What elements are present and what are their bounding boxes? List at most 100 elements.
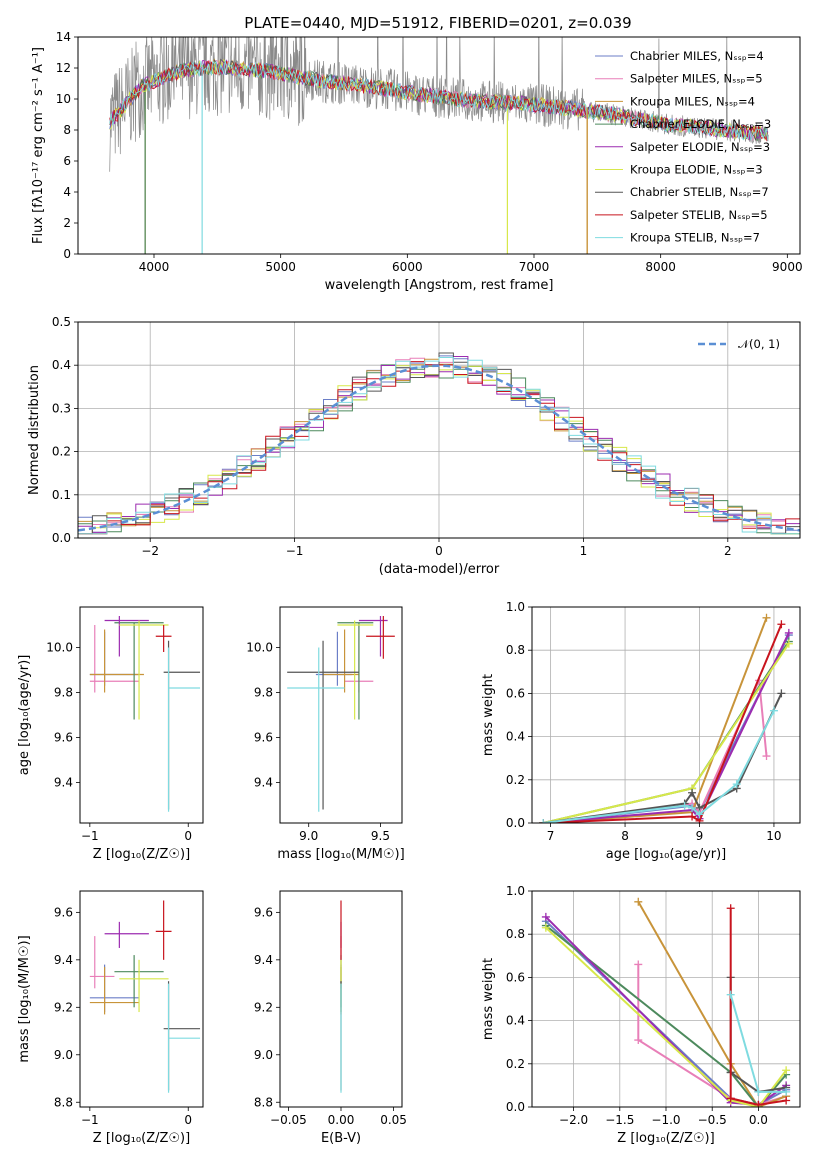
weight-line-8 — [543, 710, 775, 823]
point-1 — [89, 625, 140, 693]
y-tick-label: 9.6 — [54, 731, 73, 745]
spectrum-plot-area — [109, 37, 769, 254]
y-tick-label: 0.8 — [506, 927, 525, 941]
x-tick-label: 6000 — [392, 260, 423, 274]
x-tick-label: 9.5 — [371, 829, 390, 843]
mass-vs-EBV-axes: −0.05 0.00 0.05 8.8 9.0 9.2 9.4 9.6 E(B-V) — [254, 890, 407, 1146]
weight-marker — [782, 1096, 791, 1105]
x-axis-label: (data-model)/error — [379, 562, 500, 577]
x-tick-label: 9 — [696, 829, 704, 843]
legend-label-4: Salpeter ELODIE, Nₛₛₚ=3 — [630, 140, 770, 154]
x-tick-label: 9.0 — [299, 829, 318, 843]
weight-marker — [777, 689, 786, 698]
y-tick-label: 0.6 — [506, 970, 525, 984]
x-axis-label: E(B-V) — [321, 1131, 361, 1146]
x-tick-label: −2 — [141, 544, 159, 558]
y-tick-label: 1.0 — [506, 884, 525, 898]
y-tick-label: 6 — [63, 154, 71, 168]
weight-vs-age-frame — [531, 606, 801, 824]
y-axis-label: mass weight — [481, 674, 496, 756]
legend-label-7: Salpeter STELIB, Nₛₛₚ=5 — [630, 208, 768, 222]
x-tick-label: 0 — [435, 544, 443, 558]
y-axis-label: Flux [fλ10⁻¹⁷ erg cm⁻² s⁻¹ A⁻¹] — [31, 47, 46, 244]
point-6 — [287, 640, 359, 810]
x-tick-label: −1.0 — [651, 1113, 680, 1127]
weight-line-6 — [543, 692, 783, 823]
weight-vs-Z-axes: −2.0 −1.5 −1.0 −0.5 0.0 0.0 0.2 0.4 0.6 0.8 1.0 Z [… — [481, 884, 801, 1146]
weight-marker — [769, 706, 778, 715]
point-3 — [337, 622, 374, 720]
weight-marker — [782, 1087, 791, 1096]
weight-vs-Z-plot-area — [541, 897, 791, 1107]
weight-marker — [777, 620, 786, 629]
weight-line-1 — [543, 676, 768, 823]
point-4 — [104, 921, 149, 948]
x-axis-label: Z [log₁₀(Z/Z☉)] — [617, 1131, 714, 1146]
x-tick-label: 1 — [580, 544, 588, 558]
legend-label-2: Kroupa MILES, Nₛₛₚ=4 — [630, 94, 755, 108]
y-axis-label: mass weight — [481, 958, 496, 1040]
point-8 — [287, 647, 345, 812]
x-tick-label: 0 — [184, 1113, 192, 1127]
point-0 — [315, 631, 352, 686]
y-tick-label: 0.4 — [52, 358, 71, 372]
y-tick-label: 9.6 — [254, 731, 273, 745]
weight-line-7 — [543, 623, 783, 823]
normal-reference-curve — [78, 364, 800, 532]
weight-line-5 — [542, 643, 790, 823]
age-vs-Z-frame — [79, 606, 204, 824]
weight-marker — [695, 810, 704, 819]
point-5 — [119, 620, 169, 720]
x-tick-label: 2 — [724, 544, 732, 558]
y-tick-label: 9.4 — [254, 953, 273, 967]
weight-marker — [634, 1036, 643, 1045]
weight-line-5 — [545, 926, 787, 1107]
legend-label-0: Chabrier MILES, Nₛₛₚ=4 — [630, 49, 764, 63]
x-tick-label: 5000 — [265, 260, 296, 274]
y-tick-label: 0.0 — [52, 531, 71, 545]
y-tick-label: 0.3 — [52, 401, 71, 415]
y-tick-label: 9.8 — [254, 686, 273, 700]
y-tick-label: 0.5 — [52, 315, 71, 329]
y-tick-label: 0.8 — [506, 643, 525, 657]
weight-line-3 — [545, 924, 787, 1107]
y-tick-label: 0.0 — [506, 1100, 525, 1114]
y-tick-label: 14 — [56, 30, 71, 44]
y-tick-label: 0.6 — [506, 686, 525, 700]
x-tick-label: −1 — [286, 544, 304, 558]
y-tick-label: 9.6 — [254, 905, 273, 919]
x-tick-label: 7000 — [519, 260, 550, 274]
y-tick-label: 9.0 — [254, 1048, 273, 1062]
weight-marker — [680, 801, 689, 810]
x-axis-label: wavelength [Angstrom, rest frame] — [325, 278, 554, 293]
mass-vs-Z-plot-area — [89, 900, 201, 1093]
spectrum-axes: 4000 5000 6000 7000 8000 9000 0 2 4 6 8 10 12 14 wavel… — [31, 30, 803, 293]
weight-line-7 — [729, 908, 787, 1106]
x-tick-label: 0.0 — [749, 1113, 768, 1127]
point-0 — [89, 631, 140, 686]
x-tick-label: 0.05 — [380, 1113, 407, 1127]
mass-vs-Z-axes: −1 0 8.8 9.0 9.2 9.4 9.6 Z [log₁₀(Z/Z☉)] mass [l… — [17, 890, 204, 1146]
y-tick-label: 0.0 — [506, 816, 525, 830]
weight-marker — [782, 1066, 791, 1075]
y-tick-label: 9.6 — [54, 905, 73, 919]
y-tick-label: 0.4 — [506, 730, 525, 744]
point-8 — [167, 983, 201, 1093]
weight-line-2 — [637, 901, 787, 1107]
x-tick-label: 0.00 — [328, 1113, 355, 1127]
y-tick-label: 9.4 — [54, 953, 73, 967]
y-tick-label: 9.2 — [254, 1000, 273, 1014]
residual-histogram-axes: −2 −1 0 1 2 0.0 0.1 0.2 0.3 0.4 0.5 (data-model)/er… — [27, 315, 801, 577]
y-tick-label: 9.2 — [54, 1000, 73, 1014]
age-vs-mass-frame — [279, 606, 403, 824]
point-2 — [323, 629, 359, 693]
weight-marker — [541, 923, 550, 932]
x-axis-label: Z [log₁₀(Z/Z☉)] — [93, 1131, 190, 1146]
weight-line-3 — [542, 641, 790, 823]
y-tick-label: 10.0 — [246, 641, 273, 655]
x-tick-label: −0.05 — [270, 1113, 307, 1127]
x-tick-label: 8 — [621, 829, 629, 843]
y-axis-label: mass [log₁₀(M/M☉)] — [17, 935, 32, 1062]
y-tick-label: 8.8 — [254, 1095, 273, 1109]
x-tick-label: 10 — [766, 829, 781, 843]
